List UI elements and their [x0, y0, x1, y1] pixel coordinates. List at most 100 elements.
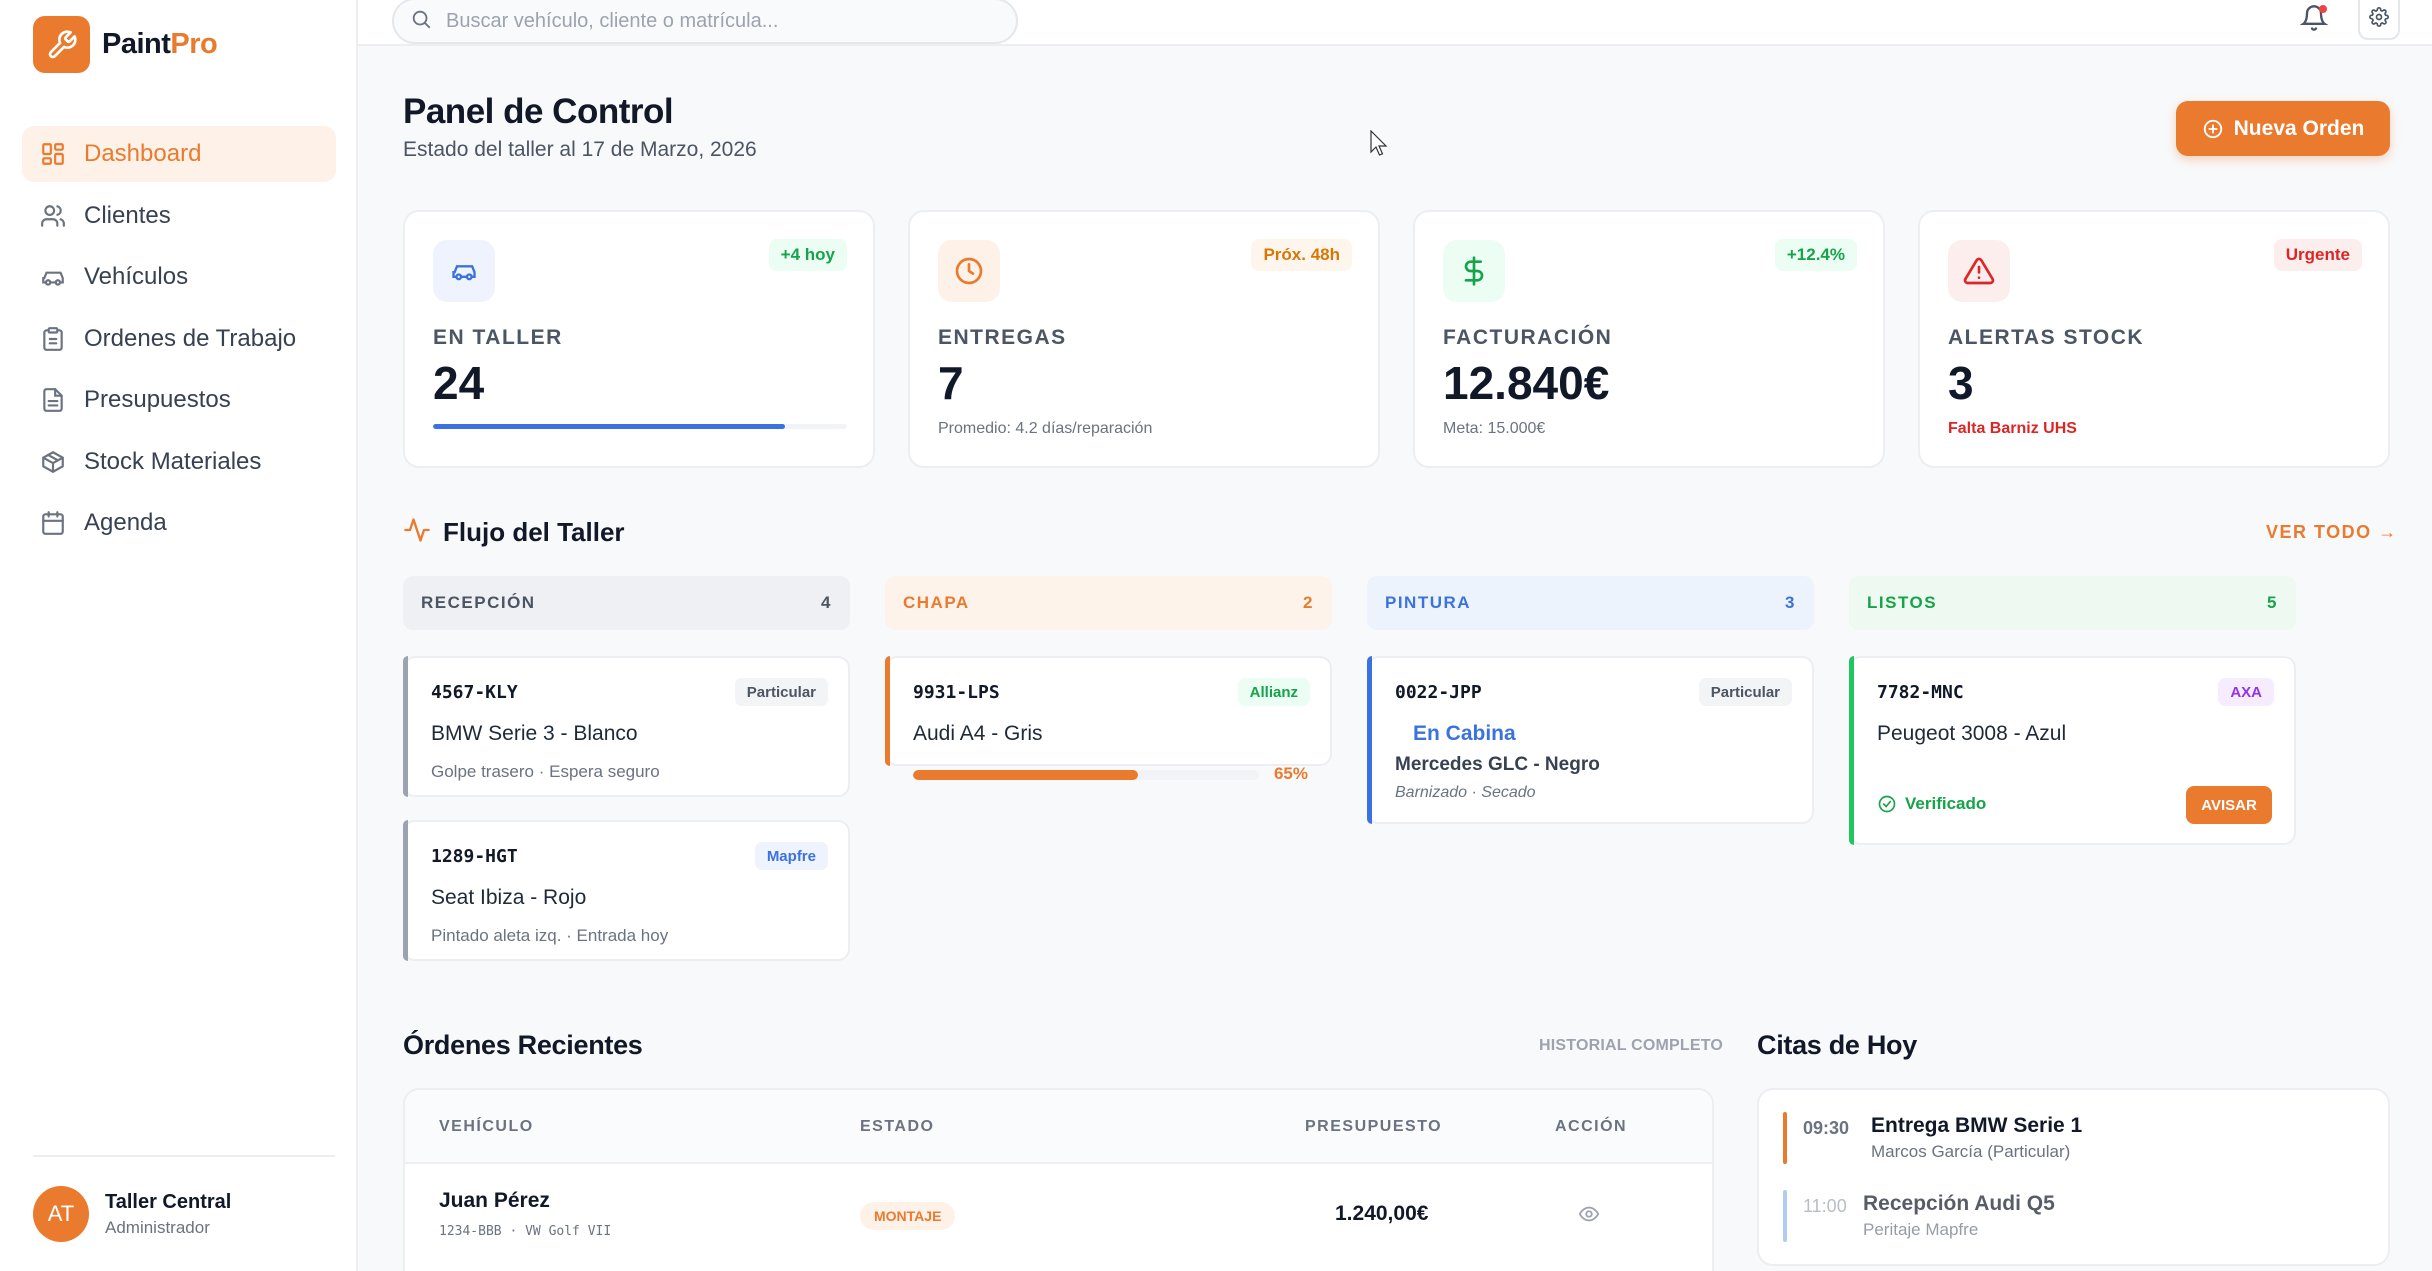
- settings-button[interactable]: [2358, 0, 2400, 40]
- stat-label: ALERTAS STOCK: [1948, 326, 2145, 349]
- card-stripe: [1367, 656, 1372, 824]
- stat-label: EN TALLER: [433, 326, 563, 349]
- clock-icon: [938, 240, 1000, 302]
- sidebar-item-presupuestos[interactable]: Presupuestos: [22, 372, 336, 428]
- notifications-button[interactable]: [2296, 2, 2332, 38]
- ver-todo-link[interactable]: VER TODO →: [2266, 522, 2398, 542]
- notification-dot: [2319, 5, 2327, 13]
- stat-badge: +12.4%: [1774, 239, 1857, 271]
- page-title: Panel de Control: [403, 92, 674, 131]
- sidebar-item-label: Dashboard: [84, 140, 202, 167]
- sidebar-item-vehiculos[interactable]: Vehículos: [22, 249, 336, 305]
- verified-label: Verificado: [1905, 794, 1987, 813]
- column-count: 5: [2267, 593, 2278, 612]
- stat-badge: +4 hoy: [768, 239, 847, 271]
- cita-item[interactable]: 09:30 Entrega BMW Serie 1 Marcos García …: [1783, 1112, 2363, 1164]
- cita-item[interactable]: 11:00 Recepción Audi Q5 Peritaje Mapfre: [1783, 1190, 2363, 1242]
- column-name: LISTOS: [1867, 593, 1938, 612]
- historial-link[interactable]: HISTORIAL COMPLETO: [1539, 1037, 1724, 1054]
- sidebar-item-label: Stock Materiales: [84, 447, 262, 475]
- insurer-badge: Allianz: [1237, 678, 1310, 706]
- gear-icon: [2369, 6, 2389, 32]
- cita-time: 09:30: [1803, 1118, 1850, 1138]
- avisar-button[interactable]: AVISAR: [2186, 786, 2272, 824]
- kanban-card[interactable]: 4567-KLY Particular BMW Serie 3 - Blanco…: [403, 656, 850, 797]
- orders-title: Órdenes Recientes: [403, 1030, 643, 1060]
- brand-logo[interactable]: PaintPro: [33, 16, 218, 73]
- verified-status: Verificado: [1877, 794, 1986, 814]
- card-description: Golpe trasero · Espera seguro: [431, 762, 660, 781]
- calendar-icon: [38, 508, 68, 538]
- activity-icon: [403, 516, 431, 549]
- flujo-title: Flujo del Taller: [443, 517, 625, 547]
- stat-value: 24: [433, 357, 485, 409]
- search-bar[interactable]: [392, 0, 1018, 44]
- sidebar-item-stock[interactable]: Stock Materiales: [22, 434, 336, 490]
- card-stripe: [1849, 656, 1854, 845]
- stat-card-alertas: Urgente ALERTAS STOCK 3 Falta Barniz UHS: [1918, 210, 2390, 468]
- table-header: VEHÍCULO ESTADO PRESUPUESTO ACCIÓN: [405, 1090, 1712, 1164]
- search-icon: [410, 8, 432, 35]
- column-count: 2: [1303, 593, 1314, 612]
- card-model: Audi A4 - Gris: [913, 722, 1043, 745]
- cita-time: 11:00: [1803, 1196, 1847, 1216]
- column-header-pintura: PINTURA 3: [1367, 576, 1814, 630]
- sidebar-item-label: Vehículos: [84, 263, 189, 290]
- kanban-card[interactable]: 1289-HGT Mapfre Seat Ibiza - Rojo Pintad…: [403, 820, 850, 961]
- stat-badge: Urgente: [2273, 239, 2362, 271]
- cita-marker: [1783, 1190, 1787, 1242]
- card-plate: 1289-HGT: [431, 846, 518, 867]
- stat-value: 12.840€: [1443, 357, 1610, 409]
- car-icon: [433, 240, 495, 302]
- card-plate: 4567-KLY: [431, 682, 518, 703]
- card-progress-label: 65%: [1273, 764, 1308, 783]
- kanban-card[interactable]: 0022-JPP Particular En Cabina Mercedes G…: [1367, 656, 1814, 824]
- citas-panel: 09:30 Entrega BMW Serie 1 Marcos García …: [1757, 1088, 2390, 1266]
- check-circle-icon: [1877, 794, 1897, 814]
- mouse-cursor: [1370, 129, 1390, 163]
- user-name: Taller Central: [105, 1190, 232, 1213]
- column-header: VEHÍCULO: [439, 1118, 534, 1135]
- card-model: Seat Ibiza - Rojo: [431, 886, 587, 909]
- card-model: Peugeot 3008 - Azul: [1877, 722, 2067, 745]
- kanban-card[interactable]: 7782-MNC AXA Peugeot 3008 - Azul Verific…: [1849, 656, 2296, 845]
- sidebar-item-label: Ordenes de Trabajo: [84, 324, 297, 352]
- stat-value: 3: [1948, 357, 1974, 409]
- card-plate: 0022-JPP: [1395, 682, 1482, 703]
- cita-subtitle: Peritaje Mapfre: [1863, 1220, 1979, 1239]
- eye-icon: [1578, 1203, 1600, 1230]
- card-description: Barnizado · Secado: [1395, 784, 1536, 801]
- new-order-button[interactable]: Nueva Orden: [2176, 101, 2390, 156]
- column-header-chapa: CHAPA 2: [885, 576, 1332, 630]
- wrench-icon: [33, 16, 90, 73]
- column-name: RECEPCIÓN: [421, 593, 536, 612]
- card-progress-fill: [913, 770, 1138, 780]
- search-input[interactable]: [446, 9, 986, 33]
- sidebar-item-dashboard[interactable]: Dashboard: [22, 126, 336, 182]
- column-name: PINTURA: [1385, 593, 1472, 612]
- stat-card-facturacion: +12.4% FACTURACIÓN 12.840€ Meta: 15.000€: [1413, 210, 1885, 468]
- stat-label: ENTREGAS: [938, 326, 1067, 349]
- users-icon: [38, 201, 68, 231]
- user-profile[interactable]: AT Taller Central Administrador: [33, 1155, 335, 1271]
- column-header-recepcion: RECEPCIÓN 4: [403, 576, 850, 630]
- kanban-card[interactable]: 9931-LPS Allianz Audi A4 - Gris 65%: [885, 656, 1332, 783]
- stat-badge: Próx. 48h: [1251, 239, 1352, 271]
- card-stripe: [885, 656, 890, 766]
- sidebar-item-ordenes[interactable]: Ordenes de Trabajo: [22, 311, 336, 367]
- dollar-icon: [1443, 240, 1505, 302]
- sidebar-item-agenda[interactable]: Agenda: [22, 495, 336, 551]
- stat-footnote: Meta: 15.000€: [1443, 420, 1546, 437]
- citas-title: Citas de Hoy: [1757, 1030, 1917, 1060]
- insurer-badge: Particular: [1698, 678, 1792, 706]
- sidebar-item-clientes[interactable]: Clientes: [22, 188, 336, 244]
- column-header-listos: LISTOS 5: [1849, 576, 2296, 630]
- sidebar-nav: Dashboard Clientes Vehículos Ordenes de …: [22, 126, 336, 557]
- view-button[interactable]: [1578, 1203, 1600, 1230]
- order-vehicle: 1234-BBB · VW Golf VII: [439, 1224, 612, 1239]
- page-subtitle: Estado del taller al 17 de Marzo, 2026: [403, 138, 757, 161]
- column-header: ACCIÓN: [1555, 1118, 1628, 1135]
- stat-footnote: Falta Barniz UHS: [1948, 420, 2077, 437]
- card-stripe: [403, 656, 408, 797]
- card-stripe: [403, 820, 408, 961]
